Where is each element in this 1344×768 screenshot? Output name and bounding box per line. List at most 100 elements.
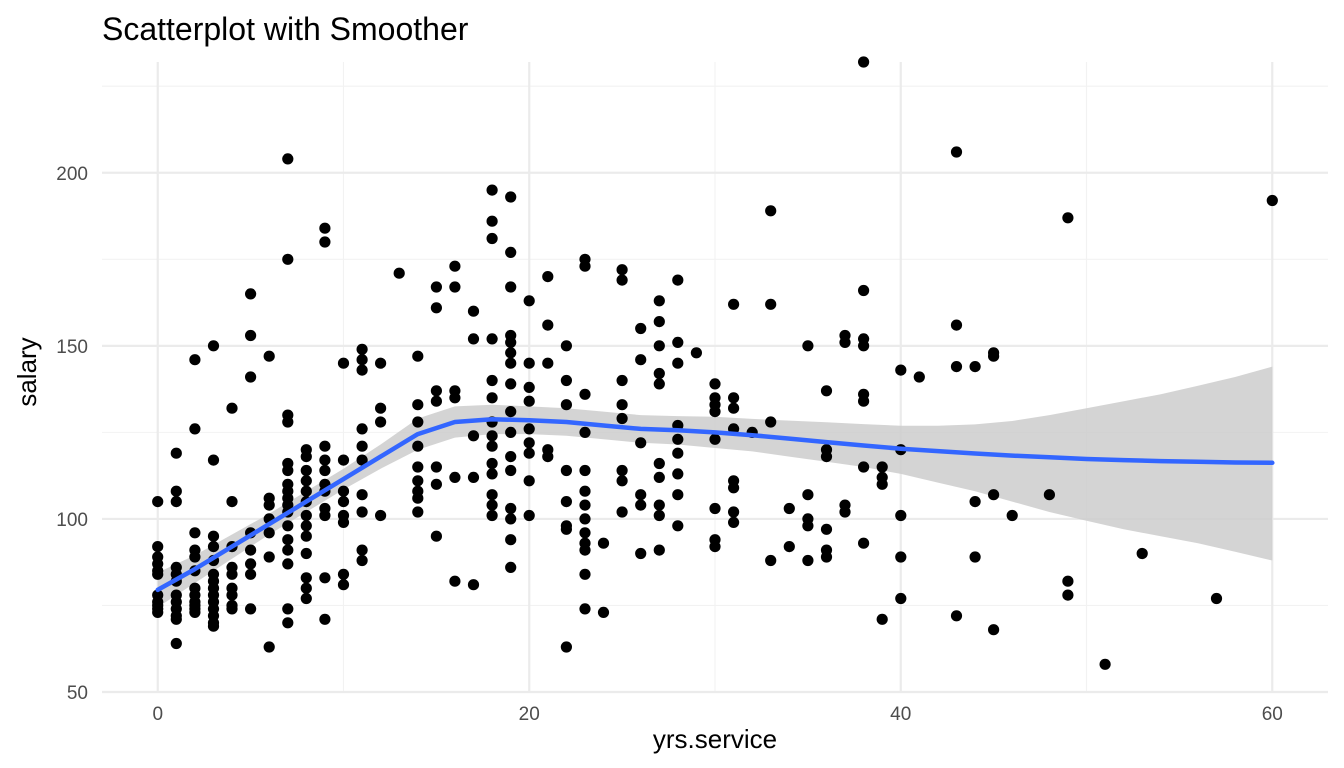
data-point — [356, 489, 368, 501]
data-point — [356, 343, 368, 355]
data-point — [356, 454, 368, 466]
data-point — [356, 354, 368, 366]
data-point — [505, 246, 517, 258]
data-point — [245, 558, 257, 570]
data-point — [486, 440, 498, 452]
data-point — [300, 464, 312, 477]
data-point — [672, 520, 684, 532]
data-point — [765, 416, 777, 428]
data-point — [597, 537, 610, 549]
data-point — [1062, 589, 1074, 601]
data-point — [1210, 592, 1223, 605]
data-point — [430, 302, 442, 314]
data-point — [969, 551, 981, 563]
data-point — [282, 153, 294, 165]
data-point — [523, 437, 535, 449]
data-point — [653, 295, 665, 307]
data-point — [412, 416, 424, 428]
data-point — [300, 582, 312, 594]
data-point — [263, 551, 275, 563]
data-point — [319, 464, 331, 477]
data-point — [1043, 489, 1055, 501]
data-point — [913, 371, 925, 383]
data-point — [467, 471, 480, 483]
data-point — [375, 402, 387, 414]
data-point — [152, 496, 164, 508]
data-point — [505, 513, 517, 525]
data-point — [969, 361, 981, 373]
data-point — [356, 364, 368, 376]
data-point — [765, 554, 777, 567]
data-point — [653, 340, 665, 352]
data-point — [282, 464, 294, 477]
data-point — [226, 603, 238, 615]
data-point — [170, 496, 182, 508]
data-point — [375, 416, 387, 428]
data-point — [505, 281, 517, 293]
x-tick-label: 40 — [890, 704, 911, 725]
data-point — [690, 347, 703, 359]
data-point — [616, 412, 628, 425]
y-tick-label: 150 — [56, 337, 88, 358]
data-point — [337, 496, 350, 508]
data-point — [449, 260, 461, 272]
data-point — [858, 461, 870, 473]
data-point — [560, 523, 573, 535]
data-point — [412, 461, 424, 473]
data-point — [486, 499, 498, 511]
data-point — [616, 475, 628, 487]
x-axis-ticks: 0 20 40 60 — [152, 704, 1282, 725]
data-point — [635, 547, 647, 560]
data-point — [505, 502, 517, 515]
data-point — [486, 184, 498, 196]
data-point — [560, 641, 573, 653]
data-point — [1062, 575, 1074, 587]
data-point — [988, 489, 1000, 501]
data-point — [319, 572, 331, 584]
data-point — [207, 530, 220, 542]
data-point — [728, 392, 740, 404]
data-point — [245, 568, 257, 580]
data-point — [895, 509, 907, 522]
data-point — [486, 215, 498, 227]
data-point — [282, 617, 294, 629]
y-axis-title: salary — [12, 337, 42, 406]
data-point — [375, 357, 387, 369]
data-point — [542, 357, 554, 369]
data-point — [207, 340, 220, 352]
data-point — [672, 447, 684, 459]
data-point — [152, 541, 164, 553]
smoother-line — [155, 416, 1275, 593]
data-point — [876, 478, 888, 490]
data-point — [635, 437, 647, 449]
data-point — [523, 395, 535, 407]
data-point — [430, 461, 442, 473]
data-point — [486, 374, 498, 387]
data-point — [263, 641, 275, 653]
data-point — [672, 274, 684, 286]
data-point — [226, 496, 238, 508]
data-point — [858, 284, 870, 297]
data-point — [207, 620, 220, 632]
data-point — [393, 267, 405, 279]
data-point — [412, 399, 424, 411]
data-point — [579, 527, 591, 539]
data-point — [505, 347, 517, 359]
data-point — [170, 637, 182, 650]
data-point — [412, 492, 424, 504]
data-point — [616, 464, 628, 477]
data-point — [560, 496, 573, 508]
data-point — [709, 406, 721, 418]
data-point — [672, 433, 684, 445]
data-point — [765, 298, 777, 310]
data-point — [523, 295, 535, 307]
data-point — [505, 357, 517, 369]
data-point — [616, 374, 628, 387]
data-point — [430, 478, 442, 490]
data-point — [337, 485, 350, 497]
data-point — [282, 534, 294, 546]
data-point — [282, 558, 294, 570]
data-point — [486, 232, 498, 245]
data-point — [245, 603, 257, 615]
